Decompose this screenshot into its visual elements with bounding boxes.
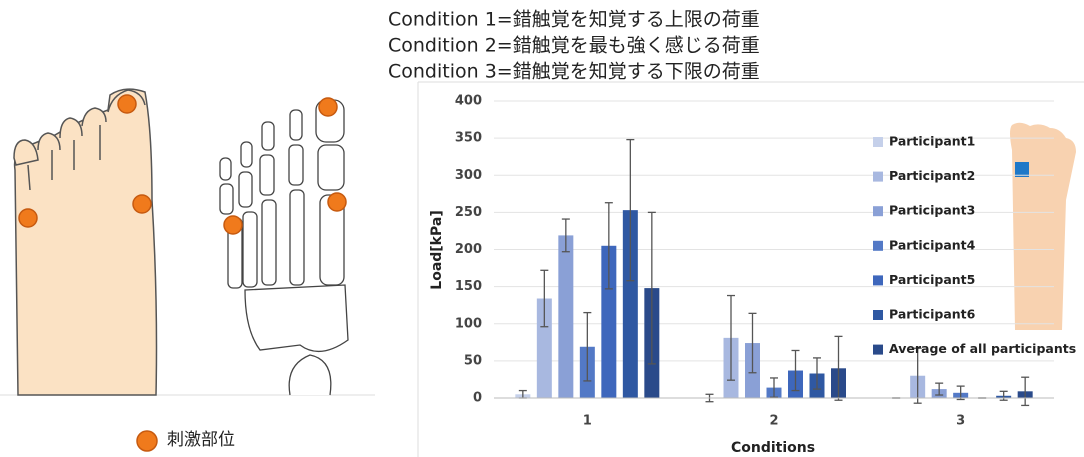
stimulus-points: [18, 94, 347, 452]
error-bar: [727, 294, 735, 381]
header-line: Condition 3=錯触覚を知覚する下限の荷重: [388, 61, 760, 83]
legend-swatch: [873, 275, 883, 286]
legend-swatch: [873, 206, 883, 217]
error-bar: [999, 390, 1008, 401]
error-bar: [604, 202, 613, 290]
legend-entry: Participant6: [889, 307, 976, 322]
legend-swatch: [873, 137, 883, 147]
skeleton-illustration: [219, 99, 349, 396]
legend-swatch: [873, 344, 883, 355]
error-bar: [626, 138, 635, 282]
legend-entry: Participant4: [889, 237, 976, 252]
bar: [601, 245, 617, 398]
error-bar: [748, 312, 757, 374]
y-tick-label: 50: [464, 353, 482, 368]
legend-swatch: [873, 171, 883, 182]
header-line: Condition 1=錯触覚を知覚する上限の荷重: [388, 9, 760, 31]
y-tick-label: 100: [455, 316, 482, 331]
legend-entry: Participant2: [889, 168, 975, 183]
error-bar: [540, 269, 549, 328]
y-tick-label: 250: [455, 205, 482, 220]
legend-entry: Participant3: [889, 203, 975, 218]
error-bar: [647, 211, 656, 365]
bar: [622, 210, 638, 398]
header-line: Condition 2=錯触覚を最も強く感じる荷重: [388, 35, 760, 57]
error-bar: [834, 335, 843, 401]
error-bar: [1021, 376, 1030, 407]
x-tick-label: 1: [583, 414, 592, 429]
bar: [536, 298, 552, 398]
y-tick-label: 150: [455, 279, 482, 294]
error-bar: [913, 347, 922, 404]
error-bar: [583, 311, 592, 382]
error-bar: [561, 218, 570, 253]
bar: [558, 235, 574, 398]
y-tick-label: 350: [455, 131, 482, 146]
x-axis-label: Conditions: [731, 440, 815, 456]
y-tick-label: 200: [455, 242, 482, 257]
error-bar: [956, 385, 965, 401]
foot-inset: [1010, 122, 1076, 331]
error-bar: [770, 377, 778, 398]
legend-entry: Participant1: [889, 134, 975, 149]
error-bar: [935, 382, 944, 396]
y-tick-label: 300: [455, 168, 482, 183]
legend-swatch: [873, 240, 883, 251]
y-tick-label: 0: [473, 391, 482, 406]
legend-entry: Participant5: [889, 272, 975, 287]
x-tick-label: 2: [769, 414, 778, 429]
foot-illustration: [13, 88, 158, 396]
y-axis-label: Load[kPa]: [429, 210, 445, 289]
error-bar: [791, 349, 800, 392]
legend-label: 刺激部位: [167, 430, 235, 450]
legend-swatch: [873, 310, 883, 320]
y-tick-label: 400: [455, 94, 482, 109]
error-bar: [813, 357, 821, 390]
x-tick-label: 3: [956, 414, 965, 429]
legend-entry: Average of all participants: [889, 341, 1076, 356]
